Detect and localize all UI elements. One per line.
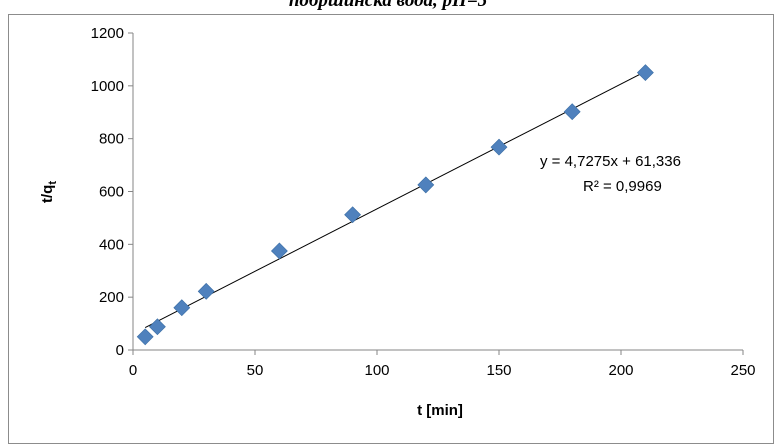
x-tick-label: 150 <box>486 362 511 379</box>
data-point <box>490 138 508 156</box>
data-point <box>173 299 191 317</box>
y-tick-label: 600 <box>99 184 124 201</box>
x-tick-label: 100 <box>364 362 389 379</box>
y-tick-label: 0 <box>116 342 124 359</box>
trendline-r2: R² = 0,9969 <box>583 178 662 195</box>
y-axis-title-subscript: t <box>47 181 59 185</box>
data-point <box>417 176 435 194</box>
trendline-equation: y = 4,7275x + 61,336 <box>540 153 681 170</box>
x-tick-label: 200 <box>608 362 633 379</box>
data-point <box>563 103 581 121</box>
x-tick-label: 50 <box>247 362 264 379</box>
x-tick-label: 0 <box>129 362 137 379</box>
y-tick-label: 200 <box>99 289 124 306</box>
x-tick-label: 250 <box>730 362 755 379</box>
y-tick-label: 1200 <box>91 25 124 42</box>
y-tick-label: 800 <box>99 131 124 148</box>
x-axis-title: t [min] <box>417 402 463 419</box>
y-axis-title: t/qt <box>39 181 59 203</box>
trendline <box>144 71 646 328</box>
chart-title: побршинска вода, pH=5 <box>288 0 488 11</box>
data-point <box>270 242 288 260</box>
data-point <box>636 64 654 82</box>
data-point <box>148 318 166 336</box>
data-point <box>197 282 215 300</box>
y-tick-label: 400 <box>99 236 124 253</box>
data-point <box>136 328 154 346</box>
y-tick-label: 1000 <box>91 78 124 95</box>
data-point <box>344 206 362 224</box>
y-axis-title-main: t/q <box>39 185 56 203</box>
